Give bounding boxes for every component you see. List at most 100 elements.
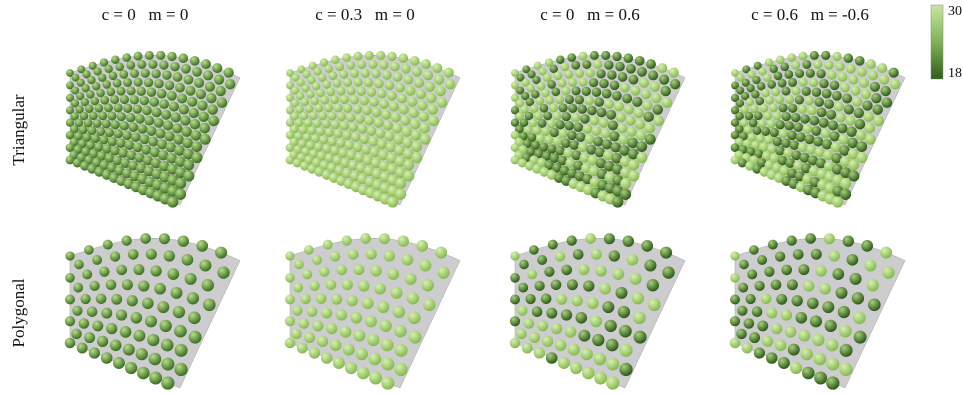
particle bbox=[560, 62, 569, 71]
particle bbox=[822, 301, 834, 313]
particle bbox=[609, 250, 620, 261]
particle bbox=[587, 297, 599, 309]
particle bbox=[65, 251, 74, 260]
particle bbox=[579, 52, 588, 61]
particle bbox=[125, 362, 137, 374]
particle bbox=[367, 334, 379, 346]
particle bbox=[155, 128, 165, 138]
particle bbox=[749, 245, 759, 255]
particle bbox=[822, 89, 832, 99]
particle bbox=[581, 348, 593, 360]
particle bbox=[343, 104, 352, 113]
particle bbox=[544, 267, 554, 277]
particle bbox=[608, 120, 618, 130]
particle bbox=[630, 273, 642, 285]
particle bbox=[730, 316, 740, 326]
particle bbox=[146, 126, 156, 136]
particle bbox=[819, 79, 828, 88]
row-label: Polygonal bbox=[9, 278, 28, 347]
particle bbox=[802, 87, 811, 96]
particle bbox=[159, 99, 169, 109]
particle bbox=[775, 340, 787, 352]
particle bbox=[546, 352, 558, 364]
particle bbox=[187, 97, 197, 107]
particle bbox=[192, 67, 202, 77]
particle bbox=[387, 196, 398, 207]
particle bbox=[369, 97, 379, 107]
particle bbox=[192, 152, 203, 163]
particle bbox=[398, 236, 409, 247]
particle bbox=[411, 141, 422, 152]
particle bbox=[300, 294, 310, 304]
particle bbox=[106, 87, 115, 96]
particle bbox=[117, 112, 126, 121]
particle bbox=[593, 60, 602, 69]
particle bbox=[813, 137, 823, 147]
particle bbox=[181, 64, 191, 74]
particle bbox=[510, 251, 519, 260]
particle bbox=[343, 78, 352, 87]
particle bbox=[880, 247, 892, 259]
particle bbox=[403, 160, 414, 171]
particle bbox=[159, 233, 170, 244]
surface-panel bbox=[731, 51, 905, 208]
particle bbox=[344, 140, 354, 150]
particle bbox=[819, 118, 829, 128]
particle bbox=[626, 127, 636, 137]
particle bbox=[304, 245, 314, 255]
particle bbox=[796, 132, 806, 142]
particle bbox=[302, 269, 312, 279]
particle bbox=[330, 340, 342, 352]
particle bbox=[795, 312, 807, 324]
particle bbox=[418, 112, 429, 123]
particle bbox=[346, 113, 355, 122]
particle bbox=[445, 79, 455, 89]
particle bbox=[167, 268, 179, 280]
particle bbox=[189, 331, 202, 344]
particle bbox=[612, 52, 621, 61]
particle bbox=[832, 52, 841, 61]
particle bbox=[364, 78, 373, 87]
particle bbox=[390, 62, 400, 72]
particle bbox=[791, 61, 800, 70]
particle bbox=[619, 363, 632, 376]
particle bbox=[351, 132, 361, 142]
particle bbox=[171, 112, 181, 122]
particle bbox=[814, 353, 827, 366]
particle bbox=[315, 104, 324, 113]
particle bbox=[657, 63, 667, 73]
particle bbox=[205, 82, 215, 92]
particle bbox=[612, 91, 622, 101]
particle bbox=[532, 306, 543, 317]
particle bbox=[391, 112, 401, 122]
particle bbox=[805, 233, 816, 244]
particle bbox=[137, 60, 146, 69]
particle bbox=[616, 112, 626, 122]
particle bbox=[323, 240, 333, 250]
particle bbox=[374, 118, 384, 128]
particle bbox=[354, 52, 363, 61]
surface-panel bbox=[285, 233, 460, 389]
particle bbox=[174, 363, 187, 376]
particle bbox=[772, 111, 781, 120]
particle bbox=[102, 80, 111, 89]
particle bbox=[567, 279, 578, 290]
particle bbox=[857, 67, 867, 77]
particle bbox=[414, 78, 424, 88]
particle bbox=[293, 283, 303, 293]
particle bbox=[427, 104, 438, 115]
particle bbox=[774, 71, 783, 80]
particle bbox=[641, 240, 653, 252]
particle bbox=[390, 287, 402, 299]
particle bbox=[189, 108, 199, 118]
particle bbox=[128, 249, 139, 260]
particle bbox=[567, 131, 577, 141]
particle bbox=[140, 233, 151, 244]
particle bbox=[561, 265, 572, 276]
particle bbox=[599, 79, 608, 88]
particle bbox=[775, 251, 785, 261]
particle bbox=[426, 93, 436, 103]
particle bbox=[541, 293, 552, 304]
particle bbox=[435, 247, 447, 259]
particle bbox=[766, 352, 778, 364]
